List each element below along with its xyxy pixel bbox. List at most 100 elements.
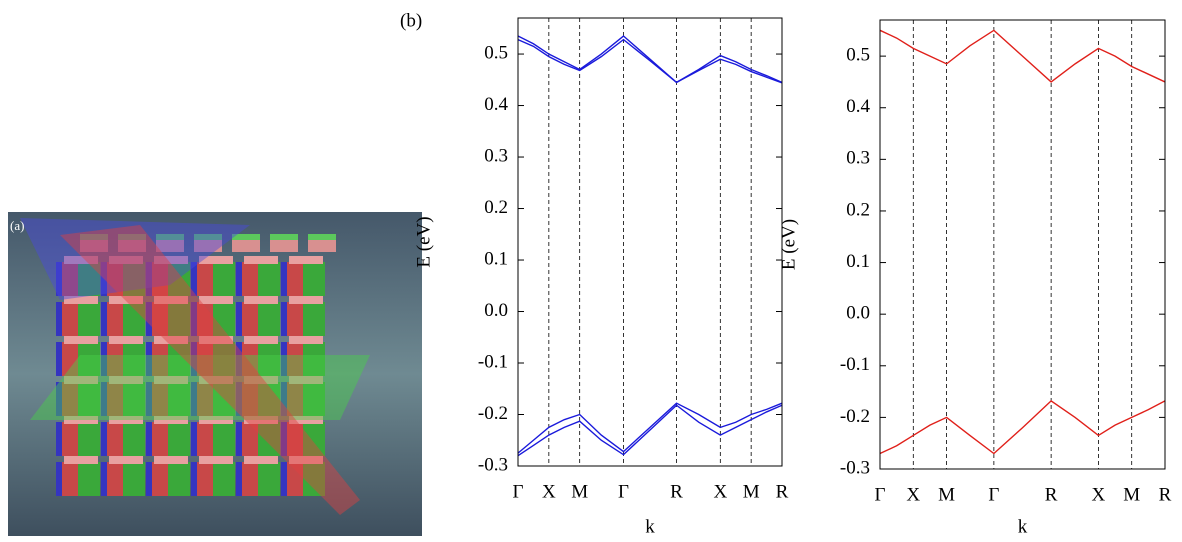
block-top (154, 456, 188, 464)
block-top (289, 376, 323, 384)
block-green (123, 382, 145, 416)
block-top (109, 416, 143, 424)
block-top (64, 416, 98, 424)
block-top (244, 456, 278, 464)
block-green (303, 262, 325, 296)
x-tick-label: M (743, 481, 760, 502)
y-tick-label: 0.4 (484, 94, 508, 115)
x-tick-label: M (1123, 484, 1140, 505)
block-red (287, 302, 303, 336)
block-green (123, 342, 145, 376)
band-line (517, 402, 783, 454)
y-tick-label: 0.0 (846, 303, 870, 324)
block-red (242, 342, 258, 376)
block-green (258, 262, 280, 296)
x-tick-label: M (938, 484, 955, 505)
block-red (62, 422, 78, 456)
block-red (242, 382, 258, 416)
x-tick-label: X (542, 481, 556, 502)
block-green (303, 382, 325, 416)
block-red (287, 382, 303, 416)
block-top (244, 296, 278, 304)
block-red (62, 462, 78, 496)
block-top (199, 256, 233, 264)
block-top (109, 336, 143, 344)
block-top-green (270, 234, 298, 240)
y-tick-label: 0.5 (484, 42, 508, 63)
block-red (107, 382, 123, 416)
block-top (64, 336, 98, 344)
block-red (197, 382, 213, 416)
block-top (289, 416, 323, 424)
block-red (152, 342, 168, 376)
block-red (197, 422, 213, 456)
y-tick-label: -0.2 (840, 406, 870, 427)
block-red (62, 342, 78, 376)
block-top (244, 376, 278, 384)
panel-label: (b) (400, 10, 422, 31)
y-tick-label: 0.2 (846, 199, 870, 220)
block-green (168, 262, 190, 296)
red-plane (60, 225, 360, 515)
block-lattice (56, 234, 336, 496)
x-axis-label: k (1018, 516, 1028, 537)
block-red (197, 302, 213, 336)
block-red (62, 302, 78, 336)
block-top (109, 456, 143, 464)
panel-label: (a) (10, 218, 24, 233)
blue-plane (20, 218, 250, 300)
block-red (287, 342, 303, 376)
y-tick-label: -0.1 (840, 354, 870, 375)
block-top (289, 296, 323, 304)
block-top (154, 296, 188, 304)
block-green (123, 262, 145, 296)
block-green (258, 462, 280, 496)
block-green (213, 302, 235, 336)
block-top (64, 296, 98, 304)
y-tick-label: 0.1 (846, 251, 870, 272)
block-green (168, 302, 190, 336)
band-line (517, 35, 783, 84)
block-red (152, 262, 168, 296)
block-top (289, 336, 323, 344)
block-top (199, 416, 233, 424)
block-top-row (156, 240, 184, 252)
block-top-green (232, 234, 260, 240)
band-line (517, 404, 783, 457)
x-tick-label: X (906, 484, 920, 505)
block-top-green (156, 234, 184, 240)
block-green (303, 462, 325, 496)
y-tick-label: 0.5 (846, 44, 870, 65)
x-tick-label: Γ (988, 484, 999, 505)
block-top-green (80, 234, 108, 240)
block-green (303, 302, 325, 336)
block-green (213, 262, 235, 296)
block-top (199, 376, 233, 384)
block-green (168, 342, 190, 376)
x-tick-label: R (776, 481, 789, 502)
plot-frame (517, 17, 783, 467)
block-top (64, 456, 98, 464)
block-green (78, 422, 100, 456)
block-top-row (194, 240, 222, 252)
block-green (258, 342, 280, 376)
x-tick-label: Γ (513, 481, 524, 502)
block-top (244, 336, 278, 344)
block-green (123, 422, 145, 456)
block-green (78, 462, 100, 496)
x-tick-label: R (1045, 484, 1058, 505)
block-top-row (80, 240, 108, 252)
block-green (78, 382, 100, 416)
block-top-green (308, 234, 336, 240)
block-red (152, 382, 168, 416)
block-top (64, 256, 98, 264)
block-red (152, 302, 168, 336)
block-red (242, 462, 258, 496)
block-green (123, 302, 145, 336)
block-top-row (232, 240, 260, 252)
plot-frame (879, 19, 1166, 470)
x-tick-label: Γ (618, 481, 629, 502)
block-top (199, 456, 233, 464)
y-tick-label: 0.1 (484, 248, 508, 269)
